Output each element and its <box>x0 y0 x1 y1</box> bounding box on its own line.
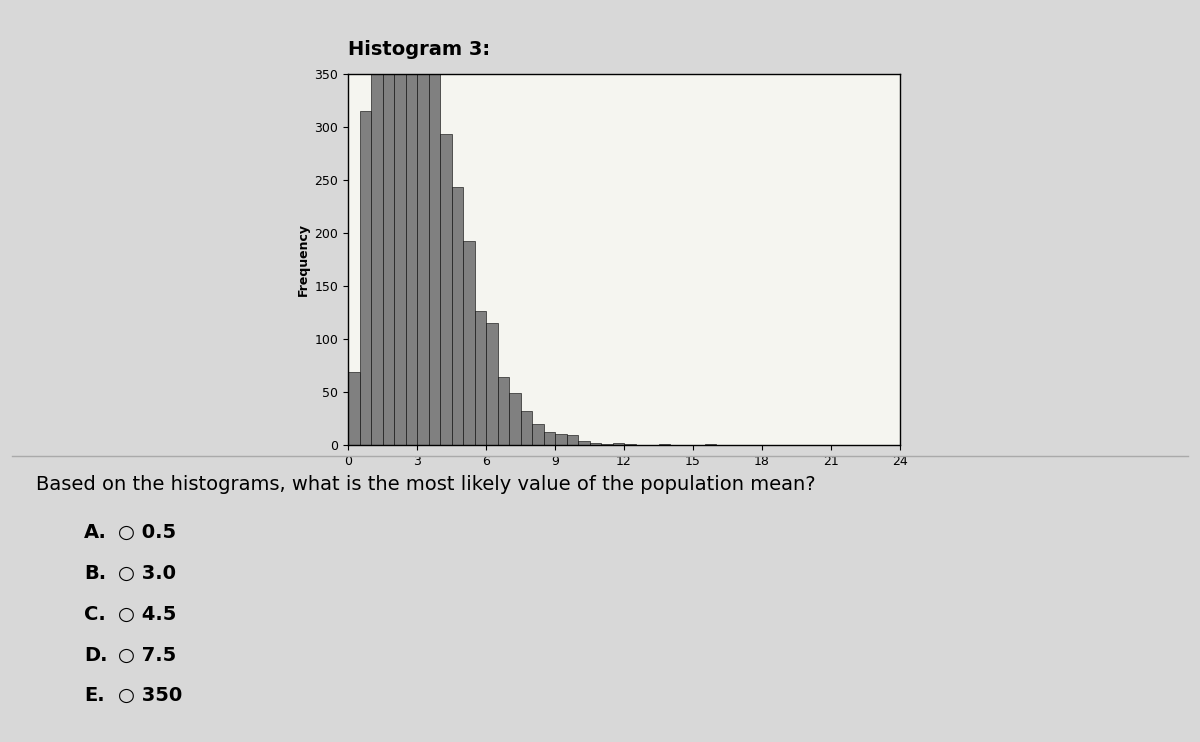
Bar <box>498 378 509 445</box>
Bar <box>360 111 371 445</box>
Bar <box>474 311 486 445</box>
Bar <box>612 443 624 445</box>
Text: B.: B. <box>84 564 106 583</box>
Bar <box>544 433 554 445</box>
Text: Based on the histograms, what is the most likely value of the population mean?: Based on the histograms, what is the mos… <box>36 475 816 494</box>
Bar <box>394 0 406 445</box>
Bar <box>578 441 589 445</box>
Bar <box>440 134 451 445</box>
Bar <box>659 444 670 445</box>
Text: C.: C. <box>84 605 106 624</box>
Bar <box>554 433 566 445</box>
Bar <box>589 443 601 445</box>
Text: Histogram 3:: Histogram 3: <box>348 40 490 59</box>
Text: D.: D. <box>84 646 108 665</box>
Bar <box>406 0 418 445</box>
Y-axis label: Frequency: Frequency <box>298 223 311 296</box>
Text: E.: E. <box>84 686 104 706</box>
Bar <box>428 0 440 445</box>
Bar <box>418 0 428 445</box>
Text: A.: A. <box>84 523 107 542</box>
Text: ○ 4.5: ○ 4.5 <box>118 605 176 624</box>
Bar <box>521 411 532 445</box>
Text: ○ 0.5: ○ 0.5 <box>118 523 175 542</box>
Bar <box>566 435 578 445</box>
Text: ○ 7.5: ○ 7.5 <box>118 646 176 665</box>
Bar <box>509 393 521 445</box>
Bar <box>371 0 383 445</box>
Bar <box>383 0 394 445</box>
Bar <box>348 372 360 445</box>
Bar <box>486 324 498 445</box>
Bar <box>451 186 463 445</box>
Bar <box>624 444 636 445</box>
Bar <box>532 424 544 445</box>
Bar <box>463 240 474 445</box>
Text: ○ 3.0: ○ 3.0 <box>118 564 175 583</box>
Bar <box>601 444 612 445</box>
Text: ○ 350: ○ 350 <box>118 686 182 706</box>
Bar <box>704 444 716 445</box>
